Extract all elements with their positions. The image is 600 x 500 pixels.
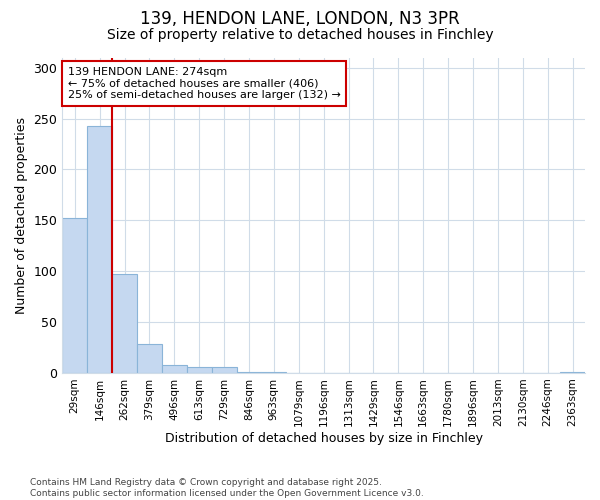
Text: 139 HENDON LANE: 274sqm
← 75% of detached houses are smaller (406)
25% of semi-d: 139 HENDON LANE: 274sqm ← 75% of detache… (68, 67, 340, 100)
Bar (62, 218, 87, 373)
Y-axis label: Number of detached properties: Number of detached properties (15, 116, 28, 314)
Bar (162, 364, 187, 373)
Bar (137, 344, 162, 373)
Bar (262, 372, 286, 373)
Bar (212, 366, 236, 373)
X-axis label: Distribution of detached houses by size in Finchley: Distribution of detached houses by size … (164, 432, 482, 445)
Bar (112, 274, 137, 373)
Text: Size of property relative to detached houses in Finchley: Size of property relative to detached ho… (107, 28, 493, 42)
Bar (560, 372, 585, 373)
Bar (236, 372, 262, 373)
Bar (187, 366, 212, 373)
Text: Contains HM Land Registry data © Crown copyright and database right 2025.
Contai: Contains HM Land Registry data © Crown c… (30, 478, 424, 498)
Bar (87, 126, 112, 373)
Text: 139, HENDON LANE, LONDON, N3 3PR: 139, HENDON LANE, LONDON, N3 3PR (140, 10, 460, 28)
